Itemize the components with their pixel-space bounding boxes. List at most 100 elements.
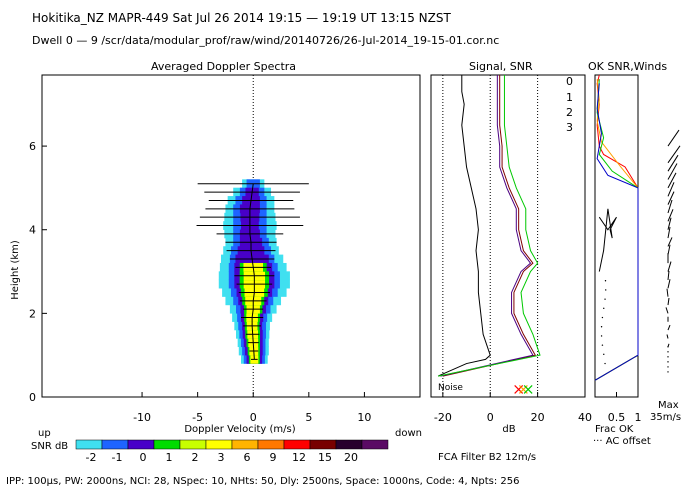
x-tick-label: -10: [133, 411, 151, 424]
colorbar-tick-label: 2: [192, 451, 199, 464]
header-title: Hokitika_NZ MAPR-449 Sat Jul 26 2014 19:…: [32, 11, 451, 25]
colorbar: -2 -1 0 1 2 3 6 9 12 15 20: [75, 439, 389, 464]
wind-vector: [667, 199, 673, 214]
frac-ok-ch0: [594, 74, 639, 381]
colorbar-swatch: [179, 439, 207, 450]
colorbar-tick-label: 20: [344, 451, 358, 464]
mean-velocity-line: [249, 183, 255, 360]
snr-panel: -20 0 20 40: [430, 74, 592, 424]
wind-vector: [666, 288, 669, 297]
snr-series-snr0: [442, 75, 537, 377]
x-tick-label: 0: [250, 411, 257, 424]
fca-label: FCA Filter B2 12m/s: [438, 452, 536, 463]
wind-vector: [667, 145, 681, 164]
y-tick-label: 2: [29, 307, 36, 320]
wind-vector: [667, 182, 675, 197]
noise-marker: [523, 385, 533, 394]
colorbar-swatch: [205, 439, 233, 450]
wind-vector: [667, 270, 670, 280]
colorbar-swatch: [231, 439, 259, 450]
x-axis-label: Doppler Velocity (m/s): [184, 424, 295, 435]
colorbar-swatch: [361, 439, 389, 450]
legend-ch1: 1: [566, 91, 573, 104]
y-tick-label: 4: [29, 224, 36, 237]
header-path: Dwell 0 — 9 /scr/data/modular_prof/raw/w…: [32, 34, 499, 47]
max-label: Max: [658, 400, 679, 411]
noise-label: Noise: [438, 383, 463, 393]
y-tick-label: 0: [29, 391, 36, 404]
legend-ch0: 0: [566, 75, 573, 88]
frac-ok-ch1: [594, 79, 639, 381]
wind-vector: [666, 334, 669, 339]
colorbar-swatch: [283, 439, 311, 450]
colorbar-swatch: [257, 439, 285, 450]
snr-frame: [430, 74, 586, 398]
ac-offset-dot: [604, 362, 606, 365]
wind-vector: [667, 129, 680, 147]
colorbar-tick-label: 1: [166, 451, 173, 464]
colorbar-tick-label: 0: [140, 451, 147, 464]
wind-vector: [667, 154, 679, 172]
db-label: dB: [502, 424, 515, 435]
ac-offset-dot: [604, 298, 606, 300]
colorbar-swatch: [101, 439, 129, 450]
snr-x-tick-label: 40: [578, 411, 592, 424]
snr-x-tick-label: 0: [487, 411, 494, 424]
max-value: 35m/s: [650, 412, 681, 423]
wind-vector: [665, 307, 669, 314]
spectra-title: Averaged Doppler Spectra: [151, 60, 296, 73]
ac-offset-dot: [603, 353, 605, 356]
wind-vector: [667, 237, 673, 247]
wind-vector: [667, 217, 672, 230]
params-footer: IPP: 100µs, PW: 2000ns, NCI: 28, NSpec: …: [6, 476, 519, 487]
x-tick-label: -5: [192, 411, 203, 424]
wind-vector: [667, 172, 677, 189]
wind-dot: [667, 371, 669, 373]
snr-series-snr2: [438, 75, 541, 377]
frac-ok-sparse: [598, 208, 617, 272]
wind-vector: [667, 324, 671, 331]
colorbar-swatch: [335, 439, 363, 450]
wind-vector: [667, 209, 674, 222]
snr-series-signal: [437, 75, 491, 377]
colorbar-tick-label: -1: [112, 451, 123, 464]
wind-vector: [667, 244, 671, 255]
winds-x-tick-label: 1: [635, 411, 642, 424]
frac-ok-label: Frac OK: [595, 424, 634, 435]
ac-offset-dot: [600, 326, 603, 328]
wind-vector: [667, 163, 678, 180]
frac-ok-ch3: [594, 83, 639, 381]
ac-offset-label: ··· AC offset: [593, 436, 651, 447]
winds-frame: [594, 74, 639, 398]
down-label: down: [395, 428, 422, 439]
ac-offset-dot: [600, 335, 603, 337]
wind-vector: [667, 279, 671, 289]
wind-dot: [667, 351, 669, 353]
spectra-panel: -10 -5 0 5 10 0 2 4 6: [29, 74, 421, 424]
colorbar-swatch: [127, 439, 155, 450]
colorbar-tick-label: 9: [270, 451, 277, 464]
winds-title: OK SNR,Winds: [588, 60, 667, 73]
ac-offset-dot: [603, 307, 605, 310]
snr-x-tick-label: 20: [531, 411, 545, 424]
colorbar-tick-label: 15: [318, 451, 332, 464]
snr-series-snr3: [440, 75, 534, 377]
ac-offset-dot: [601, 316, 604, 319]
colorbar-swatch: [309, 439, 337, 450]
x-tick-label: 10: [357, 411, 371, 424]
colorbar-tick-label: 6: [244, 451, 251, 464]
colorbar-swatch: [75, 439, 103, 450]
colorbar-tick-label: -2: [86, 451, 97, 464]
wind-vector: [667, 191, 675, 205]
up-label: up: [38, 428, 51, 439]
wind-dot: [667, 356, 669, 358]
wind-vector: [667, 227, 671, 239]
noise-marker: [514, 385, 524, 394]
y-tick-label: 6: [29, 140, 36, 153]
snr-x-tick-label: -20: [434, 411, 452, 424]
y-axis-label: Height (km): [10, 240, 21, 300]
wind-vector: [667, 261, 672, 272]
colorbar-tick-label: 3: [218, 451, 225, 464]
winds-panel: 0.5 1: [594, 74, 681, 424]
